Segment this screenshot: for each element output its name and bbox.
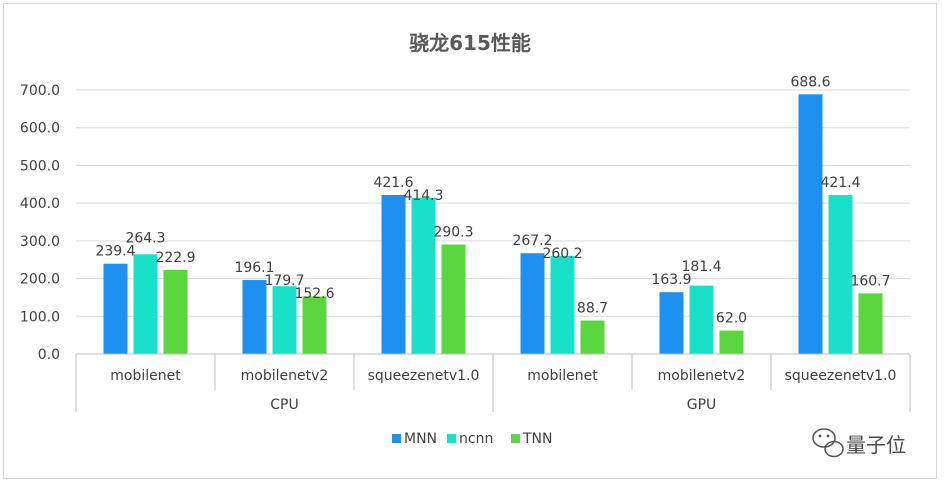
data-label-tnn: 152.6 xyxy=(294,286,334,302)
bar-ncnn xyxy=(828,195,853,354)
data-label-tnn: 290.3 xyxy=(433,225,473,241)
bar-ncnn xyxy=(272,286,297,354)
bar-mnn xyxy=(659,292,684,354)
data-label-ncnn: 260.2 xyxy=(542,246,582,262)
data-label-mnn: 163.9 xyxy=(651,272,691,288)
bar-ncnn xyxy=(411,197,436,354)
category-label: mobilenetv2 xyxy=(658,368,746,384)
bar-tnn xyxy=(163,269,188,354)
data-label-ncnn: 264.3 xyxy=(125,231,165,247)
data-label-tnn: 160.7 xyxy=(850,273,890,289)
bar-ncnn xyxy=(550,255,575,354)
data-label-tnn: 88.7 xyxy=(577,301,608,317)
bar-mnn xyxy=(798,94,823,354)
legend: MNN ncnn TNN xyxy=(392,431,553,447)
legend-swatch-mnn xyxy=(392,434,401,443)
y-tick-label: 700.0 xyxy=(20,83,60,99)
bar-tnn xyxy=(580,320,605,354)
group-label: CPU xyxy=(270,397,298,413)
bar-tnn xyxy=(719,330,744,354)
legend-swatch-tnn xyxy=(511,434,520,443)
legend-swatch-ncnn xyxy=(447,434,456,443)
y-tick-label: 400.0 xyxy=(20,196,60,212)
bar-ncnn xyxy=(133,254,158,354)
chart-frame xyxy=(3,3,937,479)
bar-tnn xyxy=(441,244,466,354)
data-label-mnn: 421.6 xyxy=(373,175,413,191)
bar-ncnn xyxy=(689,285,714,354)
category-label: mobilenet xyxy=(527,368,598,384)
y-tick-label: 500.0 xyxy=(20,158,60,174)
legend-label-mnn: MNN xyxy=(404,431,437,447)
x-axis: mobilenet mobilenetv2 squeezenetv1.0 mobile… xyxy=(75,353,911,413)
bar-mnn xyxy=(381,194,406,354)
bar-mnn xyxy=(103,263,128,354)
y-axis: 0.0 100.0 200.0 300.0 400.0 500.0 600.0 700.0 xyxy=(20,83,60,363)
bar-tnn xyxy=(858,293,883,354)
y-tick-label: 0.0 xyxy=(38,347,60,363)
category-label: squeezenetv1.0 xyxy=(368,368,480,384)
data-label-mnn: 196.1 xyxy=(234,260,274,276)
data-label-mnn: 267.2 xyxy=(512,233,552,249)
y-tick-label: 300.0 xyxy=(20,234,60,250)
data-label-ncnn: 421.4 xyxy=(820,175,860,191)
y-tick-label: 200.0 xyxy=(20,272,60,288)
category-label: mobilenetv2 xyxy=(241,368,329,384)
group-label: GPU xyxy=(687,397,717,413)
legend-label-tnn: TNN xyxy=(522,431,553,447)
watermark: 量子位 xyxy=(812,428,906,458)
bars: 239.4 196.1 421.6 267.2 163.9 688.6 264.3 179.7… xyxy=(95,74,891,354)
legend-label-ncnn: ncnn xyxy=(459,431,493,447)
data-label-tnn: 62.0 xyxy=(716,311,747,327)
data-label-mnn: 239.4 xyxy=(95,244,135,260)
bar-tnn xyxy=(302,296,327,354)
category-label: mobilenet xyxy=(110,368,181,384)
gridlines xyxy=(76,89,910,317)
watermark-text: 量子位 xyxy=(846,433,906,457)
bar-mnn xyxy=(242,280,267,354)
bar-mnn xyxy=(520,253,545,354)
y-tick-label: 600.0 xyxy=(20,121,60,137)
category-label: squeezenetv1.0 xyxy=(785,368,897,384)
data-label-ncnn: 414.3 xyxy=(403,188,443,204)
data-label-ncnn: 181.4 xyxy=(681,259,721,275)
chart-title: 骁龙615性能 xyxy=(409,31,531,55)
data-label-ncnn: 179.7 xyxy=(264,273,304,289)
wechat-icon xyxy=(812,428,844,458)
data-label-mnn: 688.6 xyxy=(790,74,830,90)
data-label-tnn: 222.9 xyxy=(155,250,195,266)
y-tick-label: 100.0 xyxy=(20,309,60,325)
